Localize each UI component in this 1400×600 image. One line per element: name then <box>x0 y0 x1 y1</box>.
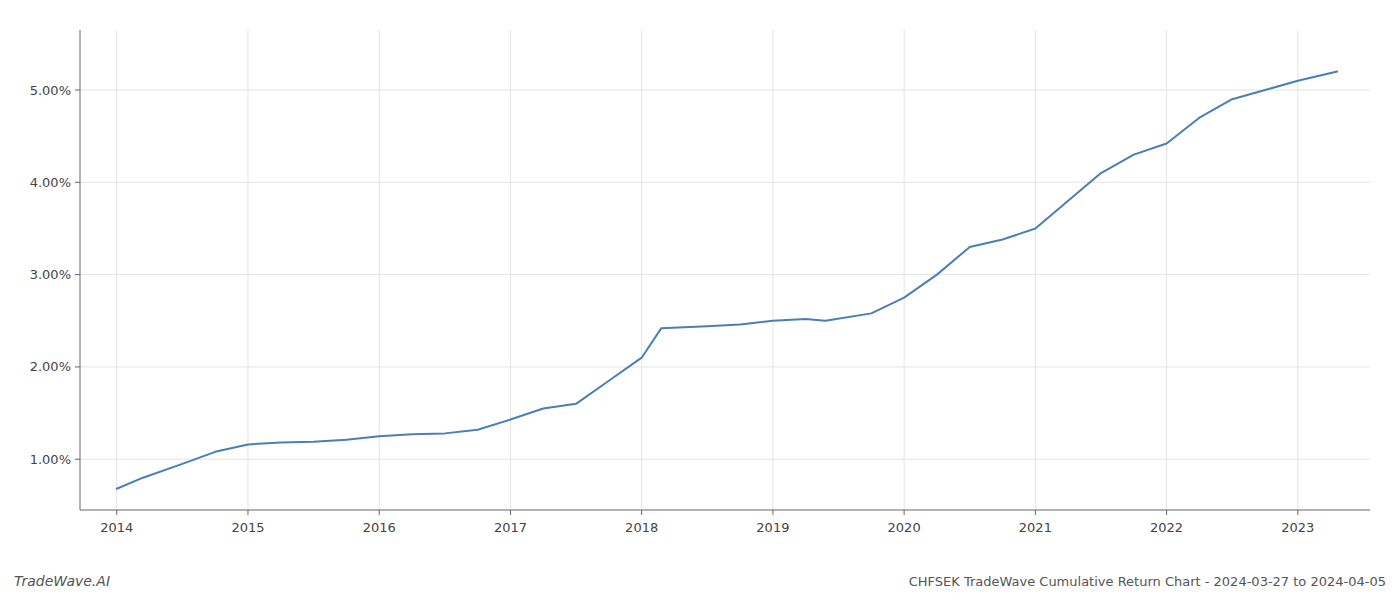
x-tick-label: 2020 <box>888 520 921 535</box>
x-grid-line <box>247 30 248 510</box>
y-tick <box>75 90 80 91</box>
x-grid-line <box>1035 30 1036 510</box>
y-grid-line <box>80 90 1370 91</box>
y-grid-line <box>80 366 1370 367</box>
y-grid-line <box>80 459 1370 460</box>
x-grid-line <box>379 30 380 510</box>
x-tick-label: 2017 <box>494 520 527 535</box>
x-grid-line <box>116 30 117 510</box>
x-tick <box>904 510 905 515</box>
x-tick <box>1166 510 1167 515</box>
y-tick <box>75 182 80 183</box>
x-tick-label: 2014 <box>100 520 133 535</box>
x-grid-line <box>510 30 511 510</box>
x-tick <box>1297 510 1298 515</box>
x-tick <box>116 510 117 515</box>
x-tick-label: 2015 <box>231 520 264 535</box>
axes: 2014 2015 2016 2017 2018 2019 2020 2021 2022 2023… <box>30 30 1370 535</box>
y-tick-label: 5.00% <box>30 83 71 98</box>
x-tick-label: 2022 <box>1150 520 1183 535</box>
x-axis-line <box>80 510 1370 511</box>
x-tick <box>379 510 380 515</box>
y-grid-line <box>80 182 1370 183</box>
x-tick <box>1035 510 1036 515</box>
x-tick-label: 2016 <box>363 520 396 535</box>
x-grid-line <box>904 30 905 510</box>
x-tick <box>510 510 511 515</box>
grid <box>80 30 1370 510</box>
y-tick-label: 1.00% <box>30 452 71 467</box>
y-tick-label: 2.00% <box>30 359 71 374</box>
x-tick-label: 2023 <box>1281 520 1314 535</box>
x-grid-line <box>1297 30 1298 510</box>
x-tick <box>772 510 773 515</box>
x-tick <box>641 510 642 515</box>
chart: 2014 2015 2016 2017 2018 2019 2020 2021 2022 2023… <box>0 0 1400 600</box>
series-line <box>117 72 1337 489</box>
x-tick <box>247 510 248 515</box>
title: CHFSEK TradeWave Cumulative Return Chart… <box>909 574 1386 589</box>
y-grid-line <box>80 274 1370 275</box>
y-tick-label: 4.00% <box>30 175 71 190</box>
x-tick-label: 2018 <box>625 520 658 535</box>
x-grid-line <box>772 30 773 510</box>
x-tick-label: 2021 <box>1019 520 1052 535</box>
y-axis-line <box>80 30 81 510</box>
y-tick <box>75 274 80 275</box>
y-tick <box>75 459 80 460</box>
plot-area <box>117 72 1337 489</box>
x-grid-line <box>641 30 642 510</box>
y-tick-label: 3.00% <box>30 267 71 282</box>
x-grid-line <box>1166 30 1167 510</box>
watermark: TradeWave.AI <box>14 573 110 589</box>
x-tick-label: 2019 <box>756 520 789 535</box>
y-tick <box>75 366 80 367</box>
